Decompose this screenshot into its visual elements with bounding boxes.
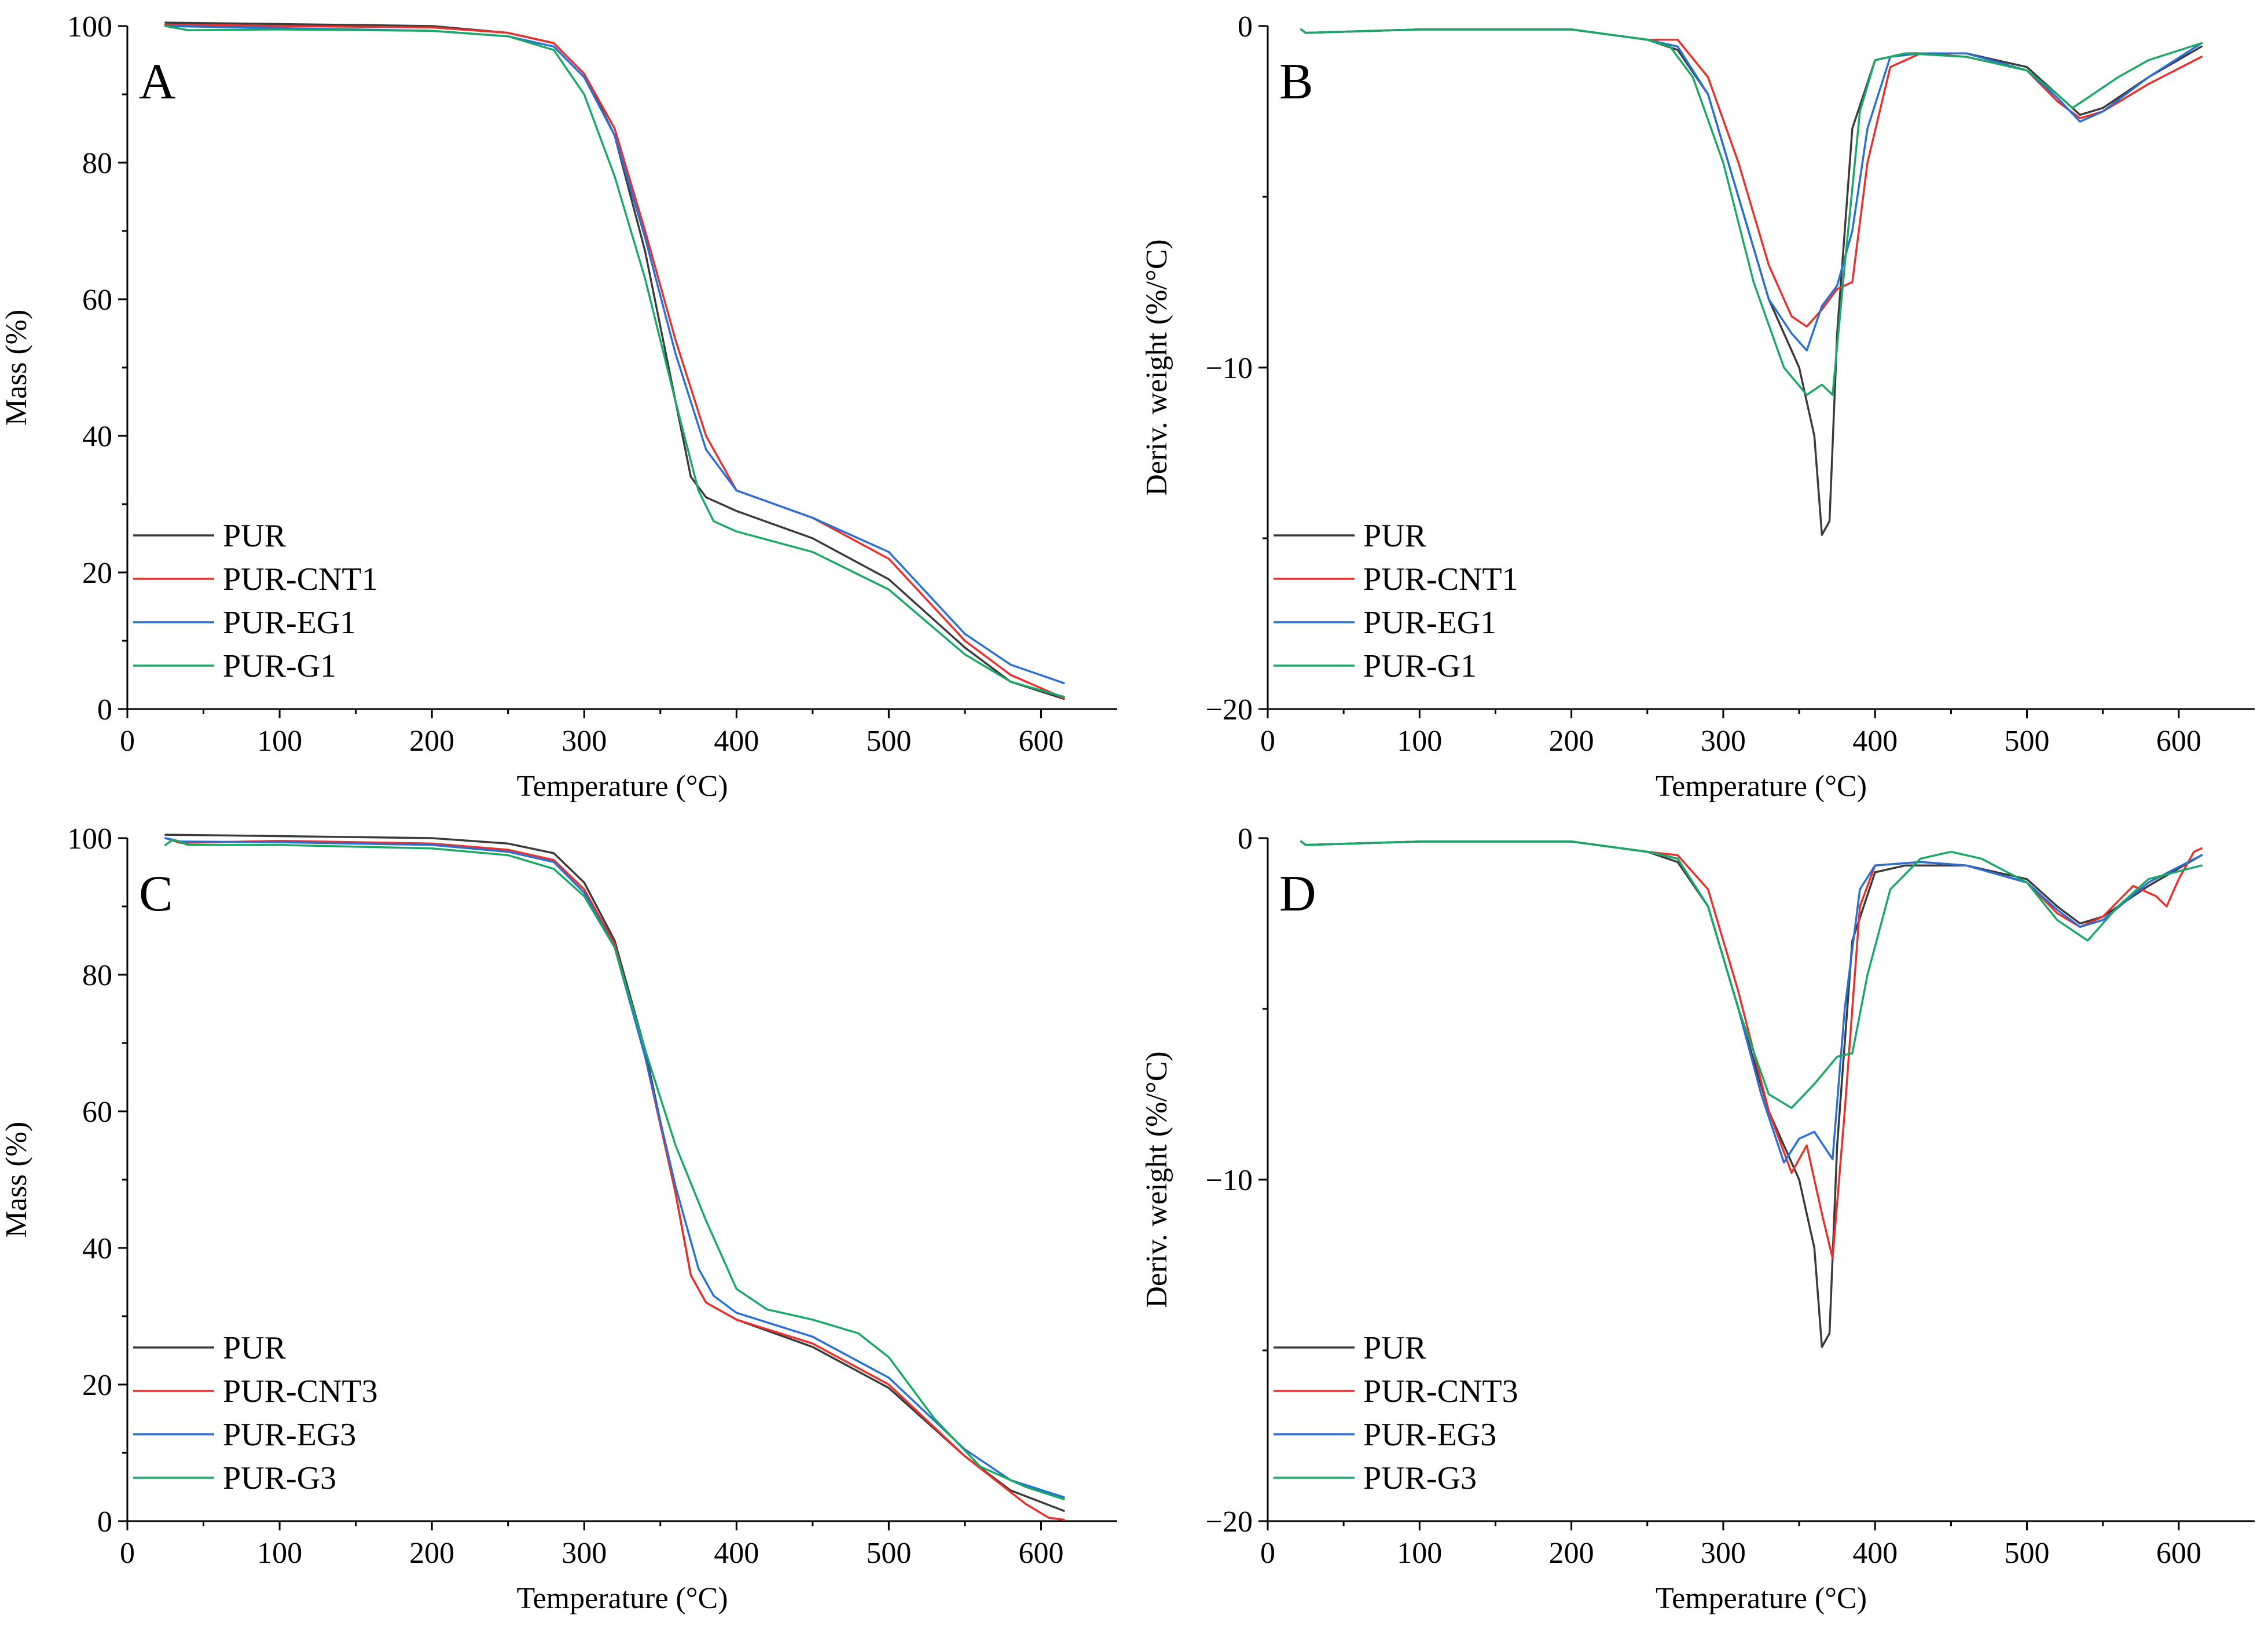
x-tick-label: 500 [2005,1537,2050,1570]
series-line-pur-g1 [164,25,1065,698]
legend-entry-label: PUR-EG1 [1363,605,1496,641]
x-axis-title: Temperature (°C) [516,770,728,803]
legend-entry-label: PUR-EG3 [1363,1417,1496,1453]
y-tick-label: −20 [1206,693,1253,726]
x-tick-label: 400 [1852,1537,1898,1570]
y-tick-label: −20 [1206,1506,1253,1538]
legend-entry-label: PUR-G3 [1363,1460,1477,1496]
x-tick-label: 500 [2005,725,2050,758]
x-tick-label: 400 [1852,725,1898,758]
y-tick-label: −10 [1206,352,1253,385]
x-tick-label: 600 [2156,1537,2201,1570]
y-axis-title: Deriv. weight (%/°C) [1140,239,1173,495]
x-tick-label: 100 [1397,1537,1442,1570]
chart-panel-d: 0 100 200 300 400 500 600 −20 −10 0 Temperature (°… [1140,822,2255,1615]
legend-entry-label: PUR-CNT1 [223,561,378,597]
y-tick-label: 60 [82,284,112,317]
chart-panel-a: 0 100 200 300 400 500 600 0 20 40 60 80 100 Temperatu… [0,10,1117,803]
x-axis-title: Temperature (°C) [1656,770,1867,803]
series-line-pur-cnt1 [1300,28,2203,328]
series-line-pur [1300,28,2203,536]
y-tick-label: 100 [67,10,112,43]
legend-entry-label: PUR-CNT3 [223,1374,378,1409]
y-tick-label: 20 [82,1369,112,1402]
legend-entry-label: PUR-G1 [1363,648,1477,684]
panel-label: A [139,54,176,110]
series-line-pur-g3 [1300,840,2203,1109]
x-tick-label: 200 [409,1537,454,1570]
y-tick-label: 0 [97,1506,112,1538]
x-tick-label: 0 [120,1537,135,1570]
series-line-pur-eg3 [1300,840,2203,1164]
x-tick-label: 400 [714,725,759,758]
x-axis-title: Temperature (°C) [516,1582,728,1615]
legend-entry-label: PUR-EG3 [223,1417,356,1453]
legend-entry-label: PUR-G1 [223,648,336,684]
legend-entry-label: PUR [1363,1330,1427,1366]
series-line-pur-cnt3 [1300,840,2203,1260]
x-tick-label: 200 [409,725,454,758]
series-line-pur-cnt1 [164,23,1065,699]
y-tick-label: 20 [82,557,112,590]
y-axis-title: Mass (%) [0,310,33,426]
y-tick-label: 80 [82,147,112,180]
series-line-pur [164,21,1065,700]
chart-panel-c: 0 100 200 300 400 500 600 0 20 40 60 80 100 Temperatu… [0,822,1117,1615]
legend-entry-label: PUR [1363,518,1427,554]
x-tick-label: 300 [562,725,607,758]
series-line-pur-g3 [164,838,1065,1500]
legend-entry-label: PUR-G3 [223,1460,336,1496]
x-tick-label: 0 [1260,725,1275,758]
x-axis-title: Temperature (°C) [1656,1582,1867,1615]
y-tick-label: 0 [97,693,112,726]
series-line-pur-eg3 [164,837,1065,1499]
x-tick-label: 600 [2156,725,2201,758]
y-axis-title: Mass (%) [0,1122,33,1238]
y-tick-label: −10 [1206,1164,1253,1197]
series-line-pur-g1 [1300,28,2203,396]
y-tick-label: 0 [1238,10,1253,43]
x-tick-label: 600 [1018,1537,1063,1570]
legend-entry-label: PUR-CNT1 [1363,561,1518,597]
y-tick-label: 0 [1238,822,1253,855]
panel-label: C [139,866,173,922]
x-tick-label: 200 [1549,725,1594,758]
series-line-pur [164,833,1065,1512]
legend-entry-label: PUR [223,1330,287,1366]
legend-entry-label: PUR [223,518,287,554]
x-tick-label: 100 [257,1537,302,1570]
x-tick-label: 500 [866,725,911,758]
series-line-pur-cnt3 [164,837,1065,1521]
chart-panel-b: 0 100 200 300 400 500 600 −20 −10 0 Temperature (°… [1140,10,2255,803]
y-tick-label: 40 [82,420,112,453]
panel-label: B [1279,54,1313,110]
y-tick-label: 40 [82,1232,112,1265]
x-tick-label: 0 [120,725,135,758]
y-tick-label: 100 [67,822,112,855]
x-tick-label: 500 [866,1537,911,1570]
x-tick-label: 0 [1260,1537,1275,1570]
y-tick-label: 80 [82,959,112,992]
x-tick-label: 100 [257,725,302,758]
x-tick-label: 100 [1397,725,1442,758]
legend-entry-label: PUR-CNT3 [1363,1374,1518,1409]
x-tick-label: 300 [1701,1537,1746,1570]
x-tick-label: 200 [1549,1537,1594,1570]
y-axis-title: Deriv. weight (%/°C) [1140,1051,1173,1308]
x-tick-label: 300 [1701,725,1746,758]
legend-entry-label: PUR-EG1 [223,605,356,641]
x-tick-label: 300 [562,1537,607,1570]
panel-label: D [1279,866,1316,922]
x-tick-label: 400 [714,1537,759,1570]
x-tick-label: 600 [1018,725,1063,758]
series-line-pur-eg1 [1300,28,2203,352]
y-tick-label: 60 [82,1096,112,1129]
